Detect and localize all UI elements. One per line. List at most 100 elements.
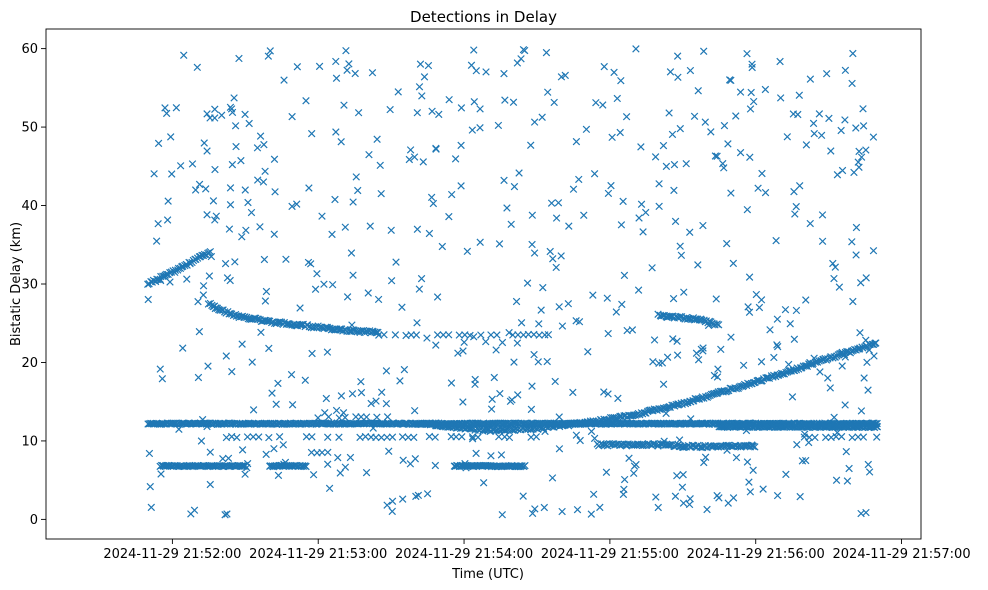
data-point (377, 433, 386, 442)
data-point (518, 462, 526, 470)
data-point (161, 104, 169, 112)
data-point (821, 433, 830, 442)
data-point (792, 202, 800, 211)
data-point (374, 295, 383, 304)
data-point (347, 249, 356, 257)
data-point (793, 440, 801, 449)
data-point (349, 271, 357, 279)
data-point (697, 345, 706, 354)
data-point (676, 312, 684, 321)
data-point (335, 414, 343, 422)
data-point (388, 433, 397, 441)
data-point (256, 132, 265, 140)
data-point (498, 338, 507, 347)
data-point (490, 373, 499, 382)
data-point (537, 306, 545, 314)
data-point (625, 454, 633, 462)
data-point (186, 259, 194, 268)
data-point (259, 178, 268, 186)
data-point (872, 433, 881, 441)
data-point (248, 358, 256, 366)
data-point (304, 258, 313, 267)
data-point (337, 138, 345, 146)
data-point (616, 128, 624, 137)
data-point (433, 331, 442, 339)
data-point (458, 433, 466, 441)
data-point (848, 79, 856, 88)
data-point (719, 159, 727, 168)
data-point (415, 285, 424, 293)
data-point (703, 505, 711, 514)
data-point (841, 116, 849, 124)
data-point (288, 401, 297, 409)
data-point (427, 193, 436, 202)
data-point (195, 327, 204, 336)
data-point (150, 170, 158, 178)
data-point (241, 470, 249, 478)
data-point (260, 140, 268, 149)
data-point (264, 52, 273, 60)
data-point (659, 141, 668, 150)
data-point (604, 329, 612, 338)
data-point (179, 344, 187, 352)
data-point (841, 401, 849, 409)
data-point (745, 273, 754, 281)
data-point (569, 185, 578, 193)
data-point (862, 274, 870, 282)
data-point (857, 509, 865, 518)
data-point (857, 407, 866, 415)
data-point (513, 391, 522, 399)
data-point (729, 494, 738, 502)
data-point (254, 315, 263, 323)
data-point (634, 286, 643, 294)
data-point (859, 344, 867, 352)
data-point (686, 228, 694, 236)
data-point (823, 374, 832, 382)
data-point (654, 503, 662, 512)
data-point (383, 413, 392, 421)
x-tick-label: 2024-11-29 21:55:00 (541, 547, 679, 562)
data-point (487, 331, 495, 339)
data-point (471, 380, 479, 389)
data-point (377, 189, 385, 198)
data-point (221, 511, 229, 519)
data-point (324, 448, 332, 457)
data-point (555, 413, 563, 421)
data-point (604, 189, 613, 198)
data-point (524, 330, 533, 339)
data-point (528, 240, 536, 249)
data-point (495, 240, 504, 248)
data-point (505, 433, 514, 442)
data-point (487, 405, 496, 413)
data-point (849, 297, 857, 306)
data-point (745, 308, 754, 316)
data-point (318, 448, 326, 457)
data-point (270, 155, 279, 163)
data-point (531, 505, 539, 513)
x-tick-label: 2024-11-29 21:52:00 (103, 547, 241, 562)
data-point (701, 453, 710, 461)
data-point (493, 331, 501, 339)
data-point (342, 46, 350, 55)
data-point (749, 466, 757, 474)
data-point (671, 492, 680, 500)
data-point (811, 433, 819, 442)
data-point (503, 204, 511, 212)
data-point (608, 133, 616, 142)
data-point (469, 333, 478, 341)
data-point (543, 88, 552, 96)
data-point (470, 98, 479, 106)
data-point (575, 175, 583, 184)
data-point (261, 167, 269, 176)
data-point (749, 97, 758, 106)
data-marks (144, 45, 882, 519)
data-point (514, 331, 522, 339)
data-point (700, 458, 708, 467)
data-point (720, 121, 729, 130)
data-point (321, 409, 329, 417)
data-point (270, 230, 278, 238)
data-point (337, 326, 345, 334)
data-point (372, 433, 380, 442)
data-point (243, 459, 252, 468)
